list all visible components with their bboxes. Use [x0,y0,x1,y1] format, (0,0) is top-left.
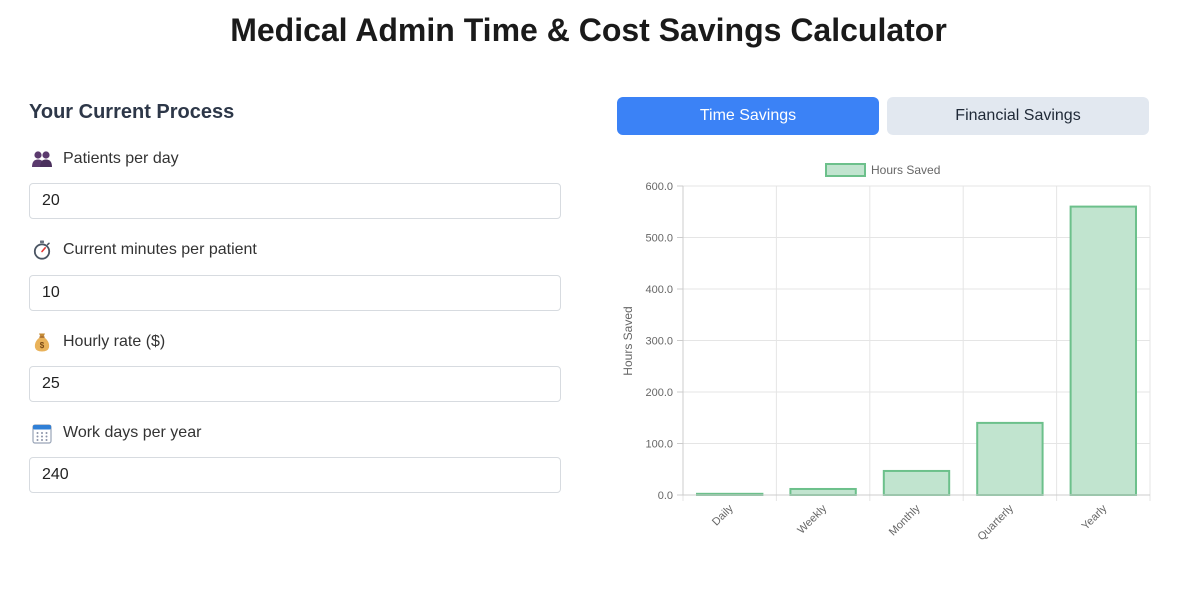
bar-quarterly[interactable] [976,421,1044,496]
bar-monthly[interactable] [882,469,951,496]
x-tick-label: Daily [710,502,736,528]
y-tick-label: 300.0 [645,336,673,348]
patients-per-day-input[interactable] [29,183,561,219]
field-hourly-rate: $ Hourly rate ($) [29,330,561,402]
hourly-rate-label: $ Hourly rate ($) [29,330,561,354]
minutes-per-patient-text: Current minutes per patient [63,241,257,258]
y-axis-label: Hours Saved [621,306,635,375]
y-tick-label: 500.0 [645,233,673,245]
x-tick-label: Monthly [887,502,923,538]
money-bag-icon: $ [31,331,53,353]
work-days-text: Work days per year [63,424,202,441]
y-tick-label: 600.0 [645,181,673,193]
savings-tabs: Time Savings Financial Savings [617,97,1149,135]
legend-swatch [825,163,866,177]
svg-text:$: $ [40,341,45,350]
field-patients-per-day: Patients per day [29,147,561,219]
current-process-form: Your Current Process Patients per day [29,98,561,493]
x-tick-label: Yearly [1080,502,1110,532]
y-tick-label: 0.0 [658,490,673,502]
hourly-rate-input[interactable] [29,366,561,402]
y-tick-label: 200.0 [645,387,673,399]
y-tick-label: 400.0 [645,284,673,296]
page-title: Medical Admin Time & Cost Savings Calcul… [230,12,947,48]
field-work-days: Work days per year [29,421,561,493]
patients-per-day-label: Patients per day [29,147,561,171]
chart-svg: 0.0 100.0 200.0 300.0 400.0 500.0 600.0 Daily We… [621,163,1151,543]
patients-per-day-text: Patients per day [63,150,179,167]
tab-time-savings[interactable]: Time Savings [617,97,879,135]
section-title: Your Current Process [29,101,235,123]
minutes-per-patient-input[interactable] [29,275,561,311]
work-days-label: Work days per year [29,421,561,445]
people-icon [31,148,53,170]
legend-label: Hours Saved [871,163,940,177]
x-tick-label: Weekly [795,502,829,536]
minutes-per-patient-label: Current minutes per patient [29,238,561,262]
hours-saved-chart: 0.0 100.0 200.0 300.0 400.0 500.0 600.0 Daily We… [617,155,1162,555]
calendar-icon [31,422,53,444]
field-minutes-per-patient: Current minutes per patient [29,238,561,311]
stopwatch-icon [31,239,53,261]
bar-yearly[interactable] [1069,205,1137,496]
y-tick-label: 100.0 [645,439,673,451]
work-days-input[interactable] [29,457,561,493]
x-tick-label: Quarterly [976,502,1017,543]
tab-financial-savings[interactable]: Financial Savings [887,97,1149,135]
bar-weekly[interactable] [789,487,857,496]
hourly-rate-text: Hourly rate ($) [63,333,166,350]
